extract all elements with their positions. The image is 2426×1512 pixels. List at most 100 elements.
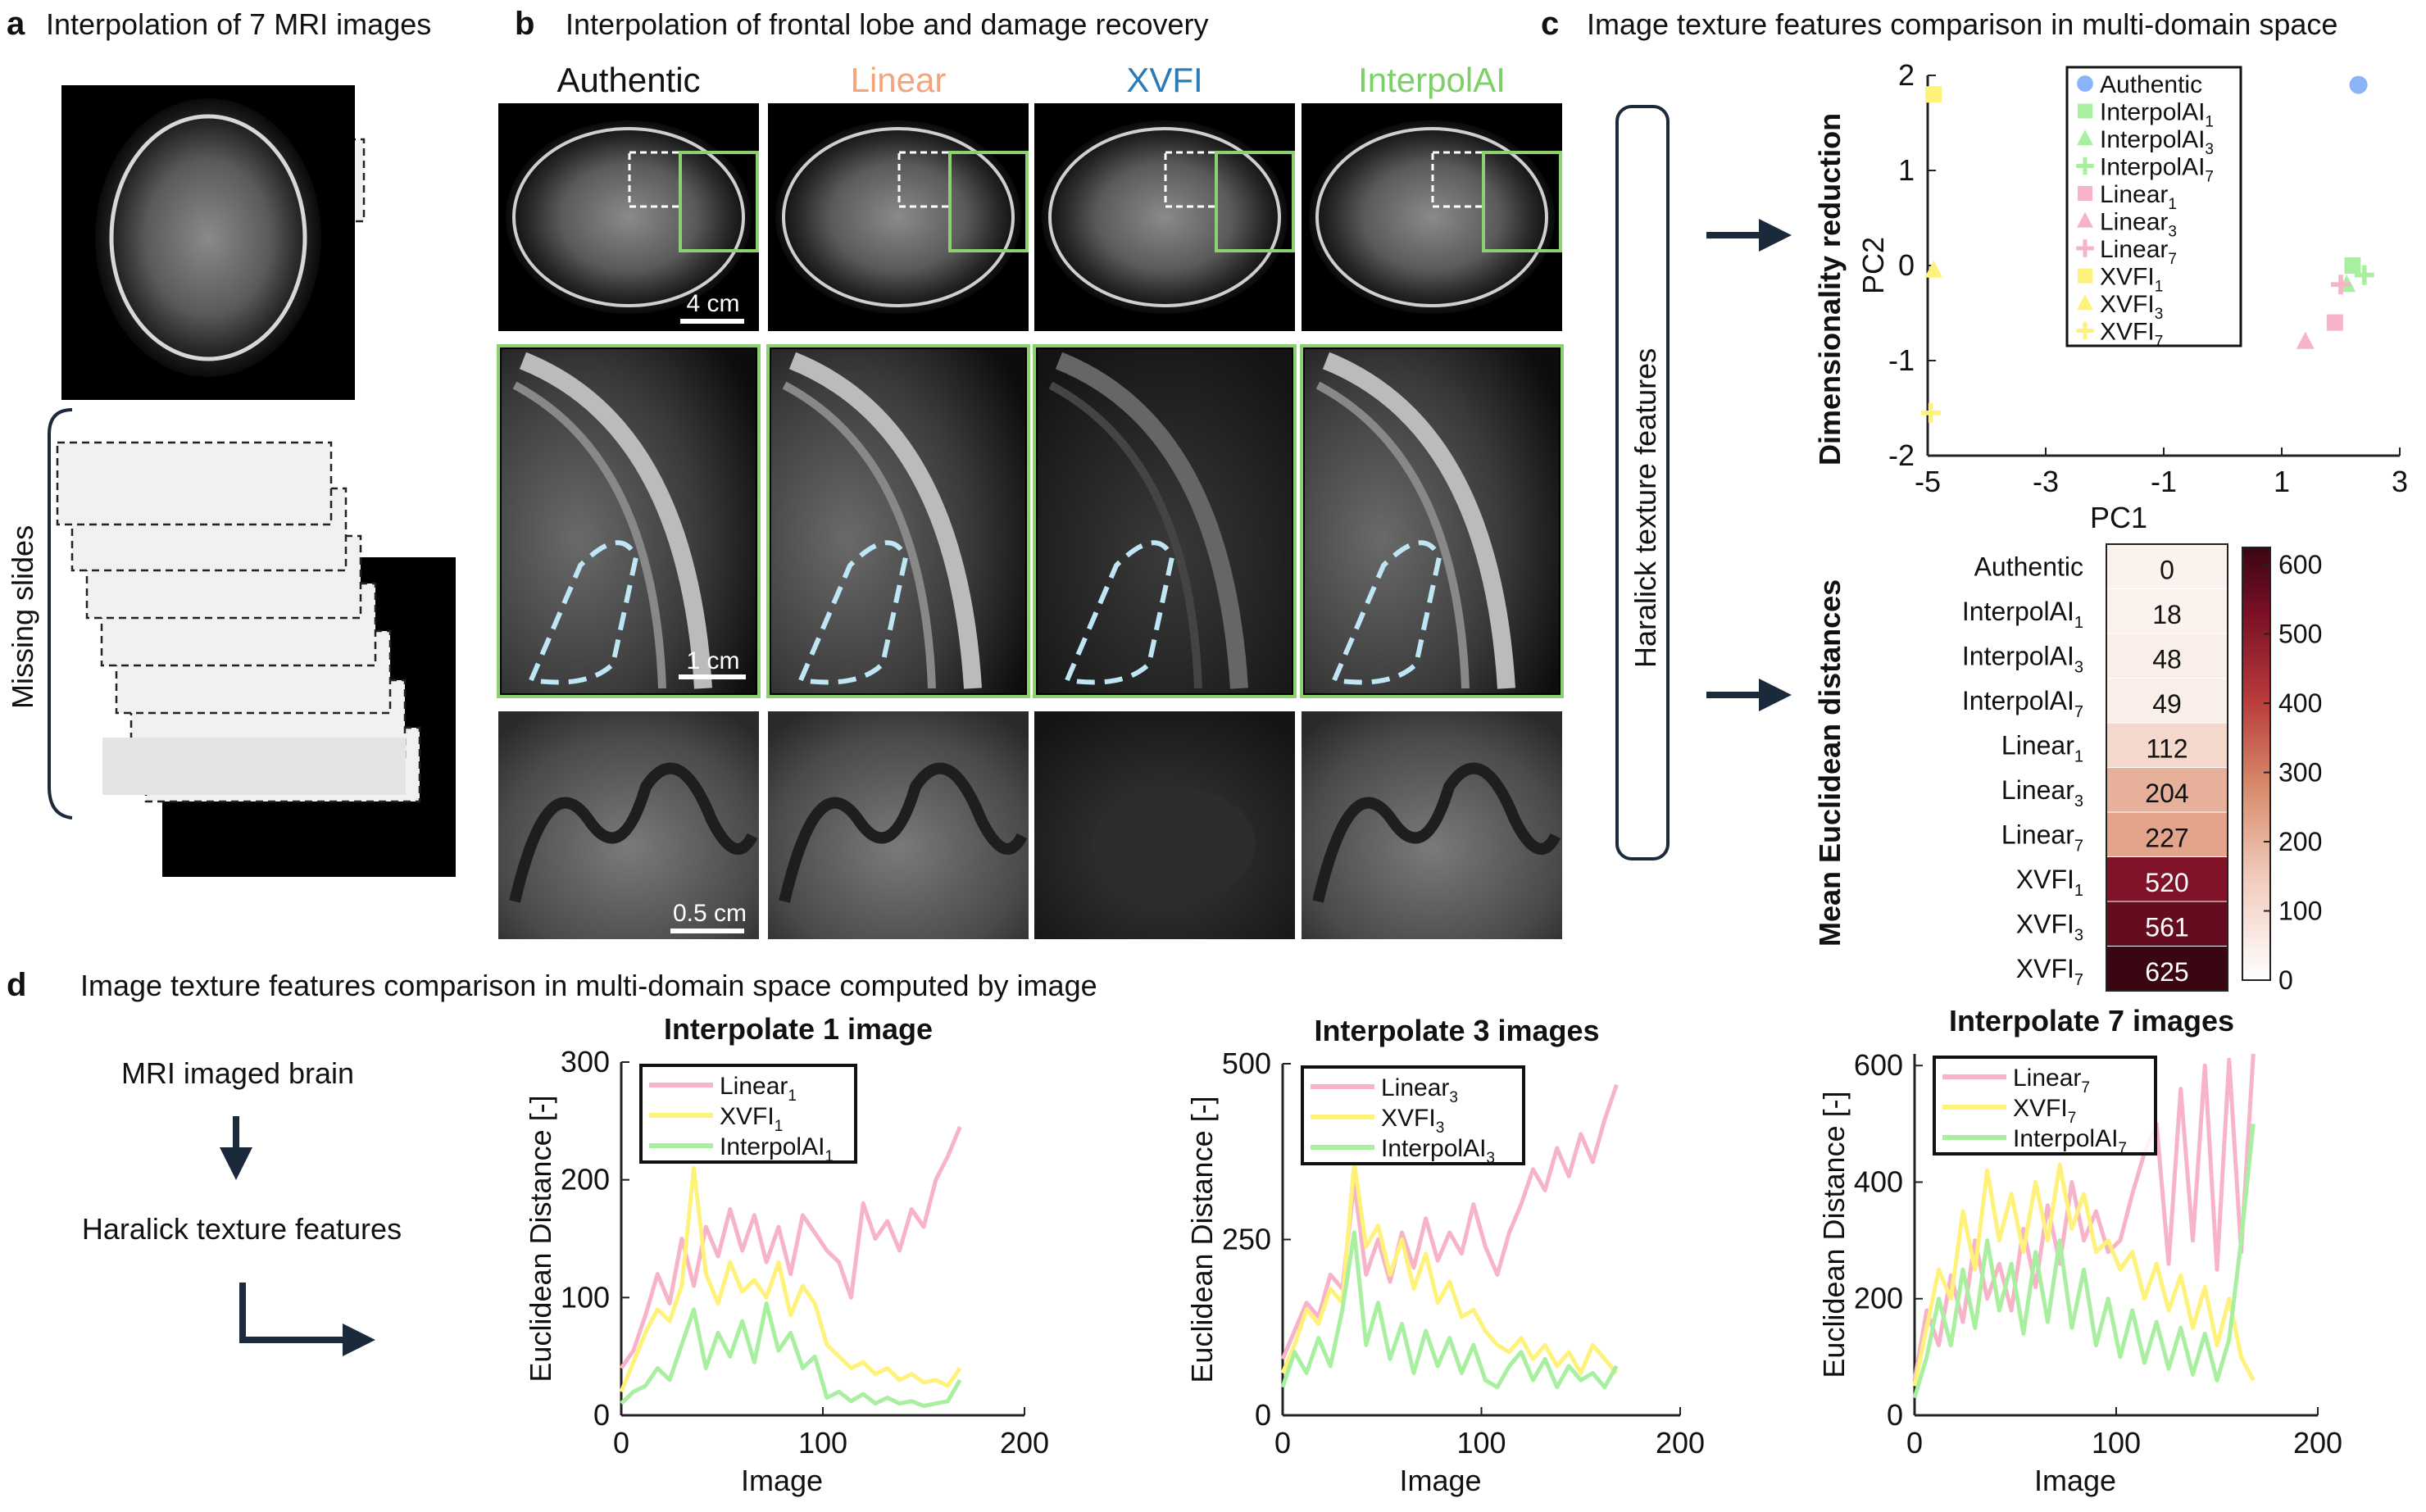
- heatmap-row-label: InterpolAI1: [1962, 597, 2083, 632]
- column-authentic: Authentic: [497, 61, 761, 939]
- colorbar-tick-label: 300: [2278, 758, 2322, 788]
- heatmap-row-label: XVFI7: [2016, 954, 2083, 989]
- colorbar-tick-label: 400: [2278, 688, 2322, 718]
- heatmap-row-label: XVFI1: [2016, 865, 2083, 900]
- heatmap-value: 227: [2145, 824, 2188, 853]
- missing-slides-label: Missing slides: [6, 525, 39, 709]
- legend-marker: [2076, 157, 2094, 175]
- legend-entry: XVFI3: [2100, 291, 2163, 323]
- panel-c-letter: c: [1541, 6, 1559, 42]
- y-tick-label: 300: [561, 1045, 610, 1078]
- y-tick-label: 0: [1887, 1398, 1903, 1432]
- legend-entry: InterpolAI3: [1381, 1135, 1495, 1167]
- y-axis-label: Euclidean Distance [-]: [1185, 1096, 1219, 1383]
- scale-bar-label: 0.5 cm: [673, 900, 747, 927]
- line-chart-line7: Interpolate 7 images 0 100 200 600 400 200 0 Ima…: [1817, 1004, 2342, 1497]
- brain-slice: [1309, 120, 1555, 314]
- heatmap-row-label: Linear7: [2001, 820, 2083, 856]
- brain-arc: [1048, 381, 1202, 689]
- scatter-point: [1920, 402, 1941, 423]
- missing-bracket: [48, 408, 73, 820]
- series-line: [1912, 1124, 2256, 1399]
- column-label: Linear: [851, 61, 947, 99]
- zoom-box: [1482, 151, 1562, 252]
- y-tick-label: 100: [561, 1280, 610, 1314]
- heatmap-row-label: InterpolAI3: [1962, 642, 2083, 677]
- skull-arc: [1055, 352, 1248, 689]
- brain-slice: [1042, 120, 1288, 314]
- skull-outline: [1048, 127, 1281, 307]
- legend-entry: Linear7: [2100, 236, 2177, 268]
- line-chart-line1: Interpolate 1 image 0 100 200 300 200 100 0 Imag…: [524, 1012, 1049, 1497]
- column-label: XVFI: [1126, 61, 1202, 99]
- legend-entry: XVFI1: [720, 1103, 783, 1135]
- haralick-box-label: Haralick texture features: [1629, 348, 1662, 668]
- series-line: [619, 1165, 962, 1393]
- series-line: [619, 1126, 962, 1369]
- y-tick-label: 0: [1255, 1398, 1271, 1432]
- scatter-point: [2326, 314, 2343, 331]
- line-chart-line3: Interpolate 3 images 0 100 200 500 250 0 Image E…: [1185, 1014, 1705, 1497]
- legend-entry: Linear3: [1381, 1074, 1458, 1106]
- colorbar-tick-label: 0: [2278, 965, 2293, 995]
- brain-arc: [782, 381, 936, 689]
- pca-side-label: Dimensionality reduction: [1813, 113, 1847, 465]
- legend-entry: InterpolAI1: [2100, 99, 2214, 131]
- panel-a: a Interpolation of 7 MRI images Missing …: [6, 6, 456, 877]
- legend-marker: [2076, 239, 2094, 257]
- column-interpolai: InterpolAI: [1300, 61, 1564, 939]
- column-label: InterpolAI: [1358, 61, 1506, 99]
- colorbar-tick-label: 100: [2278, 897, 2322, 926]
- y-axis-label: Euclidean Distance [-]: [1817, 1091, 1851, 1378]
- series-line: [1280, 1230, 1619, 1390]
- legend-entry: XVFI1: [2100, 264, 2163, 296]
- damage-region-outline: [797, 540, 909, 685]
- panel-c-title: Image texture features comparison in mul…: [1587, 7, 2337, 41]
- column-label: Authentic: [557, 61, 700, 99]
- heatmap-side-label: Mean Euclidean distances: [1813, 579, 1847, 947]
- damage-region-outline: [527, 540, 639, 685]
- legend-entry: Linear3: [2100, 209, 2177, 241]
- sulcus-line: [779, 762, 1028, 903]
- colorbar-tick-label: 500: [2278, 620, 2322, 649]
- y-tick-label: 2: [1898, 58, 1915, 92]
- y-tick-label: 200: [1854, 1282, 1903, 1315]
- heatmap-row-label: InterpolAI7: [1962, 686, 2083, 721]
- heatmap-value: 561: [2145, 913, 2188, 942]
- panel-b-title: Interpolation of frontal lobe and damage…: [566, 7, 1209, 41]
- skull-outline: [512, 127, 745, 307]
- y-tick-label: -1: [1888, 343, 1915, 377]
- x-tick-label: 1: [2274, 465, 2290, 498]
- x-axis-label: Image: [1399, 1464, 1481, 1497]
- sulcus-line: [509, 762, 758, 903]
- brain-arc: [1315, 381, 1470, 689]
- heatmap-row-label: Linear1: [2001, 731, 2083, 766]
- x-tick-label: 200: [1000, 1426, 1049, 1460]
- heatmap-cell: [2106, 901, 2228, 947]
- legend-marker: [2078, 103, 2092, 119]
- skull-arc: [519, 352, 712, 689]
- x-axis-label: Image: [741, 1464, 823, 1497]
- panel-b-letter: b: [515, 6, 534, 42]
- x-tick-label: 200: [2293, 1426, 2342, 1460]
- heatmap-cell: [2106, 588, 2228, 634]
- scatter-point: [2344, 257, 2361, 274]
- y-tick-label: 1: [1898, 153, 1915, 187]
- chart-title: Interpolate 3 images: [1314, 1014, 1599, 1047]
- damage-region-outline: [1330, 540, 1442, 685]
- skull-arc: [788, 352, 982, 689]
- x-tick-label: -3: [2033, 465, 2059, 498]
- x-tick-label: 0: [1274, 1426, 1291, 1460]
- legend-marker: [2078, 186, 2092, 201]
- panel-a-letter: a: [7, 6, 25, 42]
- heatmap-cell: [2106, 811, 2228, 857]
- series-line: [1912, 1053, 2256, 1381]
- brain-top: [95, 98, 321, 377]
- colorbar-tick-label: 600: [2278, 550, 2322, 579]
- skull-outline: [782, 127, 1015, 307]
- heatmap-value: 18: [2152, 600, 2182, 629]
- legend-entry: Linear1: [720, 1073, 797, 1105]
- y-tick-label: 0: [1898, 248, 1915, 282]
- haralick-box: [1615, 105, 1670, 860]
- legend-entry: Authentic: [2100, 71, 2202, 98]
